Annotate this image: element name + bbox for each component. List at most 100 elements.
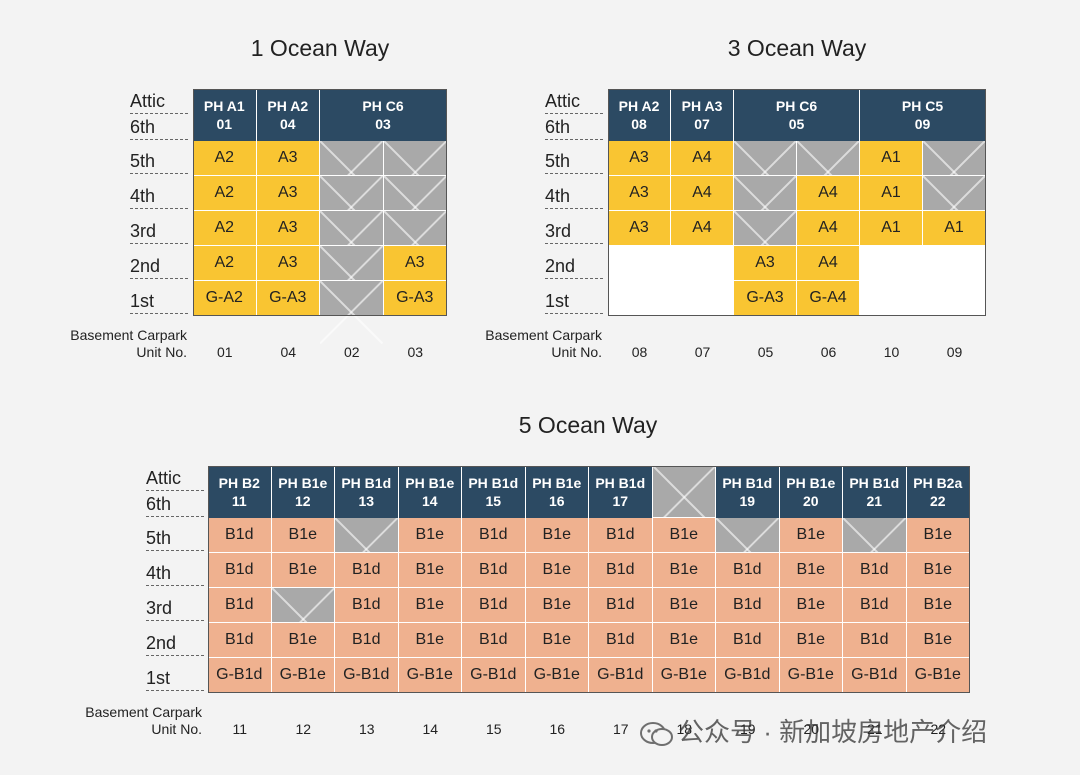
unit-cell: B1e xyxy=(652,553,716,588)
unit-cell: G-B1e xyxy=(271,658,335,693)
unit-cell: B1e xyxy=(906,553,970,588)
void-cell xyxy=(320,141,384,176)
unit-header: PH B1e 20 xyxy=(779,466,843,518)
unit-cell: B1d xyxy=(208,588,272,623)
unit-header: PH A2 04 xyxy=(256,89,320,141)
unit-number-label: 08 xyxy=(631,116,647,132)
unit-cell: A4 xyxy=(671,141,734,176)
basement-label: Basement Carpark xyxy=(70,327,187,343)
unit-type-label: PH C5 xyxy=(901,98,944,114)
watermark: 公众号 · 新加坡房地产介绍 xyxy=(640,712,987,749)
void-cell xyxy=(734,176,797,211)
unit-cell: B1e xyxy=(652,588,716,623)
floor-divider xyxy=(146,585,204,586)
void-cell xyxy=(383,176,447,211)
floor-divider xyxy=(130,173,188,174)
basement-label: Basement Carpark xyxy=(85,704,202,720)
unit-cell: B1d xyxy=(462,623,526,658)
floor-divider xyxy=(146,516,204,517)
unit-type-label: PH C6 xyxy=(362,98,404,114)
empty-cell xyxy=(608,246,671,281)
unit-cell: A4 xyxy=(671,211,734,246)
floor-label: 5th xyxy=(146,528,172,548)
unit-cell: B1e xyxy=(779,518,843,553)
unit-cell: B1d xyxy=(843,588,907,623)
void-cell xyxy=(734,211,797,246)
unit-cell: A3 xyxy=(608,141,671,176)
unit-number: 18 xyxy=(676,721,693,737)
unit-number-label: 07 xyxy=(694,116,710,132)
unit-number-label: 15 xyxy=(485,493,502,509)
unit-cell: B1d xyxy=(208,518,272,553)
unit-header: PH B1d 13 xyxy=(335,466,399,518)
floor-label: 3rd xyxy=(130,221,157,241)
unit-cell: G-A3 xyxy=(256,281,320,316)
floor-divider xyxy=(130,113,188,114)
unit-cell: G-B1e xyxy=(525,658,589,693)
unit-number: 21 xyxy=(866,721,883,737)
floor-label: 4th xyxy=(130,186,156,206)
unit-cell: A2 xyxy=(193,211,257,246)
floor-label: 5th xyxy=(545,151,571,171)
unit-number-label: 21 xyxy=(866,493,883,509)
unit-cell: G-B1d xyxy=(335,658,399,693)
unit-type-label: PH B2 xyxy=(218,475,260,491)
unit-cell: A1 xyxy=(860,141,923,176)
unit-type-label: PH B1d xyxy=(595,475,646,491)
void-cell xyxy=(335,518,399,553)
unit-cell: A3 xyxy=(256,211,320,246)
unit-cell: A3 xyxy=(608,211,671,246)
unit-header: PH B1d 19 xyxy=(716,466,780,518)
unit-number-label: 04 xyxy=(279,116,296,132)
void-cell xyxy=(716,518,780,553)
unit-type-label: PH B2a xyxy=(913,475,963,491)
floor-divider xyxy=(146,690,204,691)
unit-number-label: 22 xyxy=(929,493,946,509)
floor-divider xyxy=(130,278,188,279)
void-cell xyxy=(797,141,860,176)
unit-cell: B1d xyxy=(589,518,653,553)
floor-label: 3rd xyxy=(545,221,572,241)
floor-label: Attic xyxy=(130,91,166,111)
floor-label: Attic xyxy=(545,91,581,111)
void-cell xyxy=(383,211,447,246)
void-cell xyxy=(923,141,986,176)
unit-number-label: 13 xyxy=(358,493,375,509)
unit-cell: A4 xyxy=(671,176,734,211)
unit-cell: B1d xyxy=(208,623,272,658)
unit-header: PH B1e 16 xyxy=(525,466,589,518)
unit-cell: B1d xyxy=(716,553,780,588)
unit-number: 13 xyxy=(358,721,375,737)
unit-number-label: 05 xyxy=(788,116,805,132)
unit-number: 04 xyxy=(280,344,297,360)
unit-cell: B1e xyxy=(525,518,589,553)
unit-cell: A3 xyxy=(256,176,320,211)
unit-cell: B1d xyxy=(589,588,653,623)
building-title: 1 Ocean Way xyxy=(250,35,390,61)
unit-cell: B1e xyxy=(779,553,843,588)
unit-header: PH A3 07 xyxy=(671,89,734,141)
unit-cell: A1 xyxy=(923,211,986,246)
unit-cell: G-B1d xyxy=(843,658,907,693)
floor-divider xyxy=(545,113,603,114)
unit-cell: B1e xyxy=(398,553,462,588)
watermark-text: 公众号 · 新加坡房地产介绍 xyxy=(678,717,988,747)
void-cross-icon xyxy=(320,281,383,344)
floor-divider xyxy=(545,139,603,140)
unit-header-void xyxy=(652,466,716,518)
unit-cell: A3 xyxy=(608,176,671,211)
unit-cell: G-A4 xyxy=(797,281,860,316)
unit-cell: G-A3 xyxy=(383,281,447,316)
unit-cell: A4 xyxy=(797,211,860,246)
unit-cell: B1e xyxy=(906,518,970,553)
unit-number: 05 xyxy=(757,344,774,360)
unit-number: 17 xyxy=(612,721,629,737)
floor-divider xyxy=(146,620,204,621)
unit-cell: B1d xyxy=(462,553,526,588)
unit-cell: B1d xyxy=(462,588,526,623)
unit-cell: A3 xyxy=(383,246,447,281)
floor-divider xyxy=(130,139,188,140)
unit-number: 08 xyxy=(631,344,648,360)
unit-cell: B1e xyxy=(652,623,716,658)
unit-header: PH B2a 22 xyxy=(906,466,970,518)
